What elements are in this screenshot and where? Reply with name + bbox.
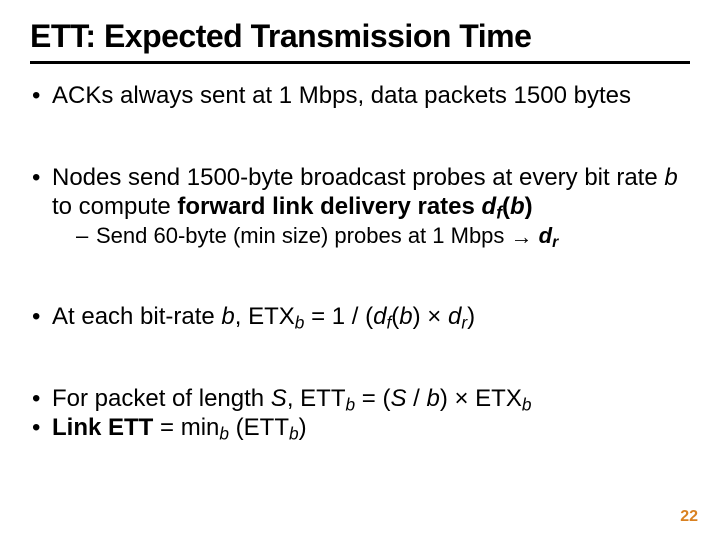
page-number: 22 xyxy=(680,508,698,526)
bullet-text: (ETT xyxy=(229,414,289,441)
subscript: b xyxy=(295,312,305,332)
math-paren: ) xyxy=(467,303,475,330)
variable-dr: dr xyxy=(448,303,467,330)
bullet-item: ACKs always sent at 1 Mbps, data packets… xyxy=(30,82,690,110)
bullet-text: ACKs always sent at 1 Mbps, data packets… xyxy=(52,82,631,109)
bullet-text: ) × xyxy=(413,303,448,330)
bullet-text: / xyxy=(406,385,426,412)
bullet-list: ACKs always sent at 1 Mbps, data packets… xyxy=(30,82,690,442)
bullet-text: , ETT xyxy=(287,385,346,412)
sub-bullet-item: Send 60-byte (min size) probes at 1 Mbps… xyxy=(74,223,690,249)
variable-b: b xyxy=(510,193,525,220)
variable-b: b xyxy=(664,164,677,191)
slide-title: ETT: Expected Transmission Time xyxy=(30,18,690,55)
emphasis-text: forward link delivery rates xyxy=(177,193,481,220)
subscript: b xyxy=(345,395,355,415)
bullet-text: = min xyxy=(153,414,219,441)
math-symbol: d xyxy=(482,193,497,220)
bullet-text: For packet of length xyxy=(52,385,271,412)
bullet-item: Nodes send 1500-byte broadcast probes at… xyxy=(30,164,690,249)
math-symbol: d xyxy=(448,303,461,330)
variable-b: b xyxy=(426,385,439,412)
bullet-text: Nodes send 1500-byte broadcast probes at… xyxy=(52,164,664,191)
bullet-text: Send 60-byte (min size) probes at 1 Mbps xyxy=(96,223,511,248)
variable-S: S xyxy=(390,385,406,412)
bullet-text: ) xyxy=(299,414,307,441)
emphasis-text: Link ETT xyxy=(52,414,153,441)
bullet-text: = 1 / ( xyxy=(304,303,373,330)
variable-b: b xyxy=(221,303,234,330)
bullet-item: For packet of length S, ETTb = (S / b) ×… xyxy=(30,385,690,413)
bullet-text: to compute xyxy=(52,193,177,220)
variable-df: df xyxy=(373,303,391,330)
subscript: b xyxy=(289,423,299,443)
bullet-item: At each bit-rate b, ETXb = 1 / (df(b) × … xyxy=(30,303,690,331)
bullet-text: , ETX xyxy=(235,303,295,330)
math-paren: ( xyxy=(502,193,510,220)
sub-bullet-list: Send 60-byte (min size) probes at 1 Mbps… xyxy=(74,223,690,249)
bullet-text: At each bit-rate xyxy=(52,303,221,330)
math-paren: ) xyxy=(525,193,533,220)
bullet-text: ) × ETX xyxy=(440,385,522,412)
bullet-text: = ( xyxy=(355,385,390,412)
math-symbol: d xyxy=(533,223,553,248)
variable-df: df xyxy=(482,193,502,220)
slide: ETT: Expected Transmission Time ACKs alw… xyxy=(0,0,720,540)
variable-S: S xyxy=(271,385,287,412)
variable-dr: dr xyxy=(533,223,559,248)
arrow-icon: → xyxy=(511,224,533,250)
title-underline xyxy=(30,61,690,64)
math-symbol: d xyxy=(373,303,386,330)
subscript: r xyxy=(552,234,558,251)
bullet-item: Link ETT = minb (ETTb) xyxy=(30,414,690,442)
variable-b: b xyxy=(399,303,412,330)
subscript: b xyxy=(219,423,229,443)
subscript: b xyxy=(522,395,532,415)
